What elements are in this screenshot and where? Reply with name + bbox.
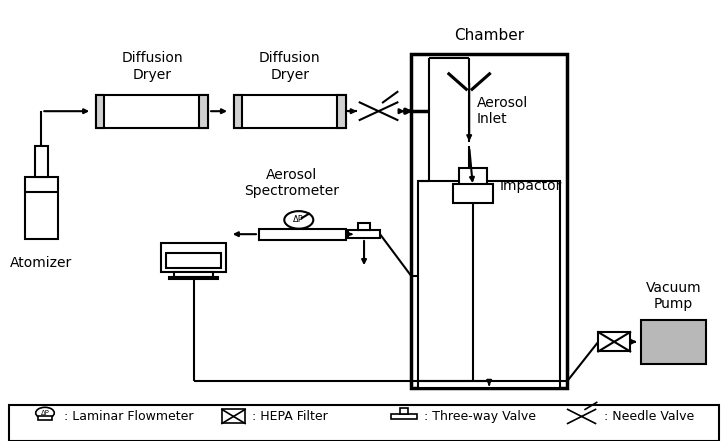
Bar — [400, 408, 408, 414]
Bar — [419, 182, 560, 388]
Bar — [96, 95, 208, 128]
Bar — [38, 416, 52, 420]
Bar — [199, 95, 208, 128]
Text: ΔP: ΔP — [293, 215, 304, 225]
Text: Diffusion
Dryer: Diffusion Dryer — [121, 51, 183, 81]
Text: : Laminar Flowmeter: : Laminar Flowmeter — [64, 410, 194, 423]
Bar — [411, 54, 567, 388]
Bar — [453, 184, 493, 203]
Bar — [234, 95, 346, 128]
Bar — [358, 223, 370, 230]
Bar — [169, 277, 218, 279]
Bar — [259, 229, 346, 240]
Bar — [96, 95, 104, 128]
Bar — [222, 409, 245, 423]
Bar — [641, 320, 706, 364]
Bar — [9, 405, 719, 441]
Text: Impactor: Impactor — [500, 179, 563, 193]
Text: Atomizer: Atomizer — [10, 256, 73, 270]
Bar — [25, 177, 58, 239]
Bar — [337, 95, 346, 128]
Text: Vacuum
Pump: Vacuum Pump — [646, 281, 702, 311]
Bar — [174, 271, 213, 277]
Bar — [234, 95, 242, 128]
Bar — [35, 146, 48, 177]
Text: : HEPA Filter: : HEPA Filter — [253, 410, 328, 423]
Bar — [348, 230, 380, 238]
Bar — [161, 243, 226, 271]
Text: Chamber: Chamber — [454, 28, 524, 43]
Bar — [598, 332, 630, 351]
Bar — [166, 253, 221, 268]
Bar — [459, 168, 486, 186]
Text: : Three-way Valve: : Three-way Valve — [424, 410, 536, 423]
Text: ΔP: ΔP — [41, 410, 50, 416]
Text: Aerosol
Spectrometer: Aerosol Spectrometer — [244, 168, 339, 198]
Bar — [391, 414, 416, 419]
Text: Aerosol
Inlet: Aerosol Inlet — [476, 96, 528, 126]
Text: : Needle Valve: : Needle Valve — [604, 410, 695, 423]
Text: Diffusion
Dryer: Diffusion Dryer — [259, 51, 320, 81]
